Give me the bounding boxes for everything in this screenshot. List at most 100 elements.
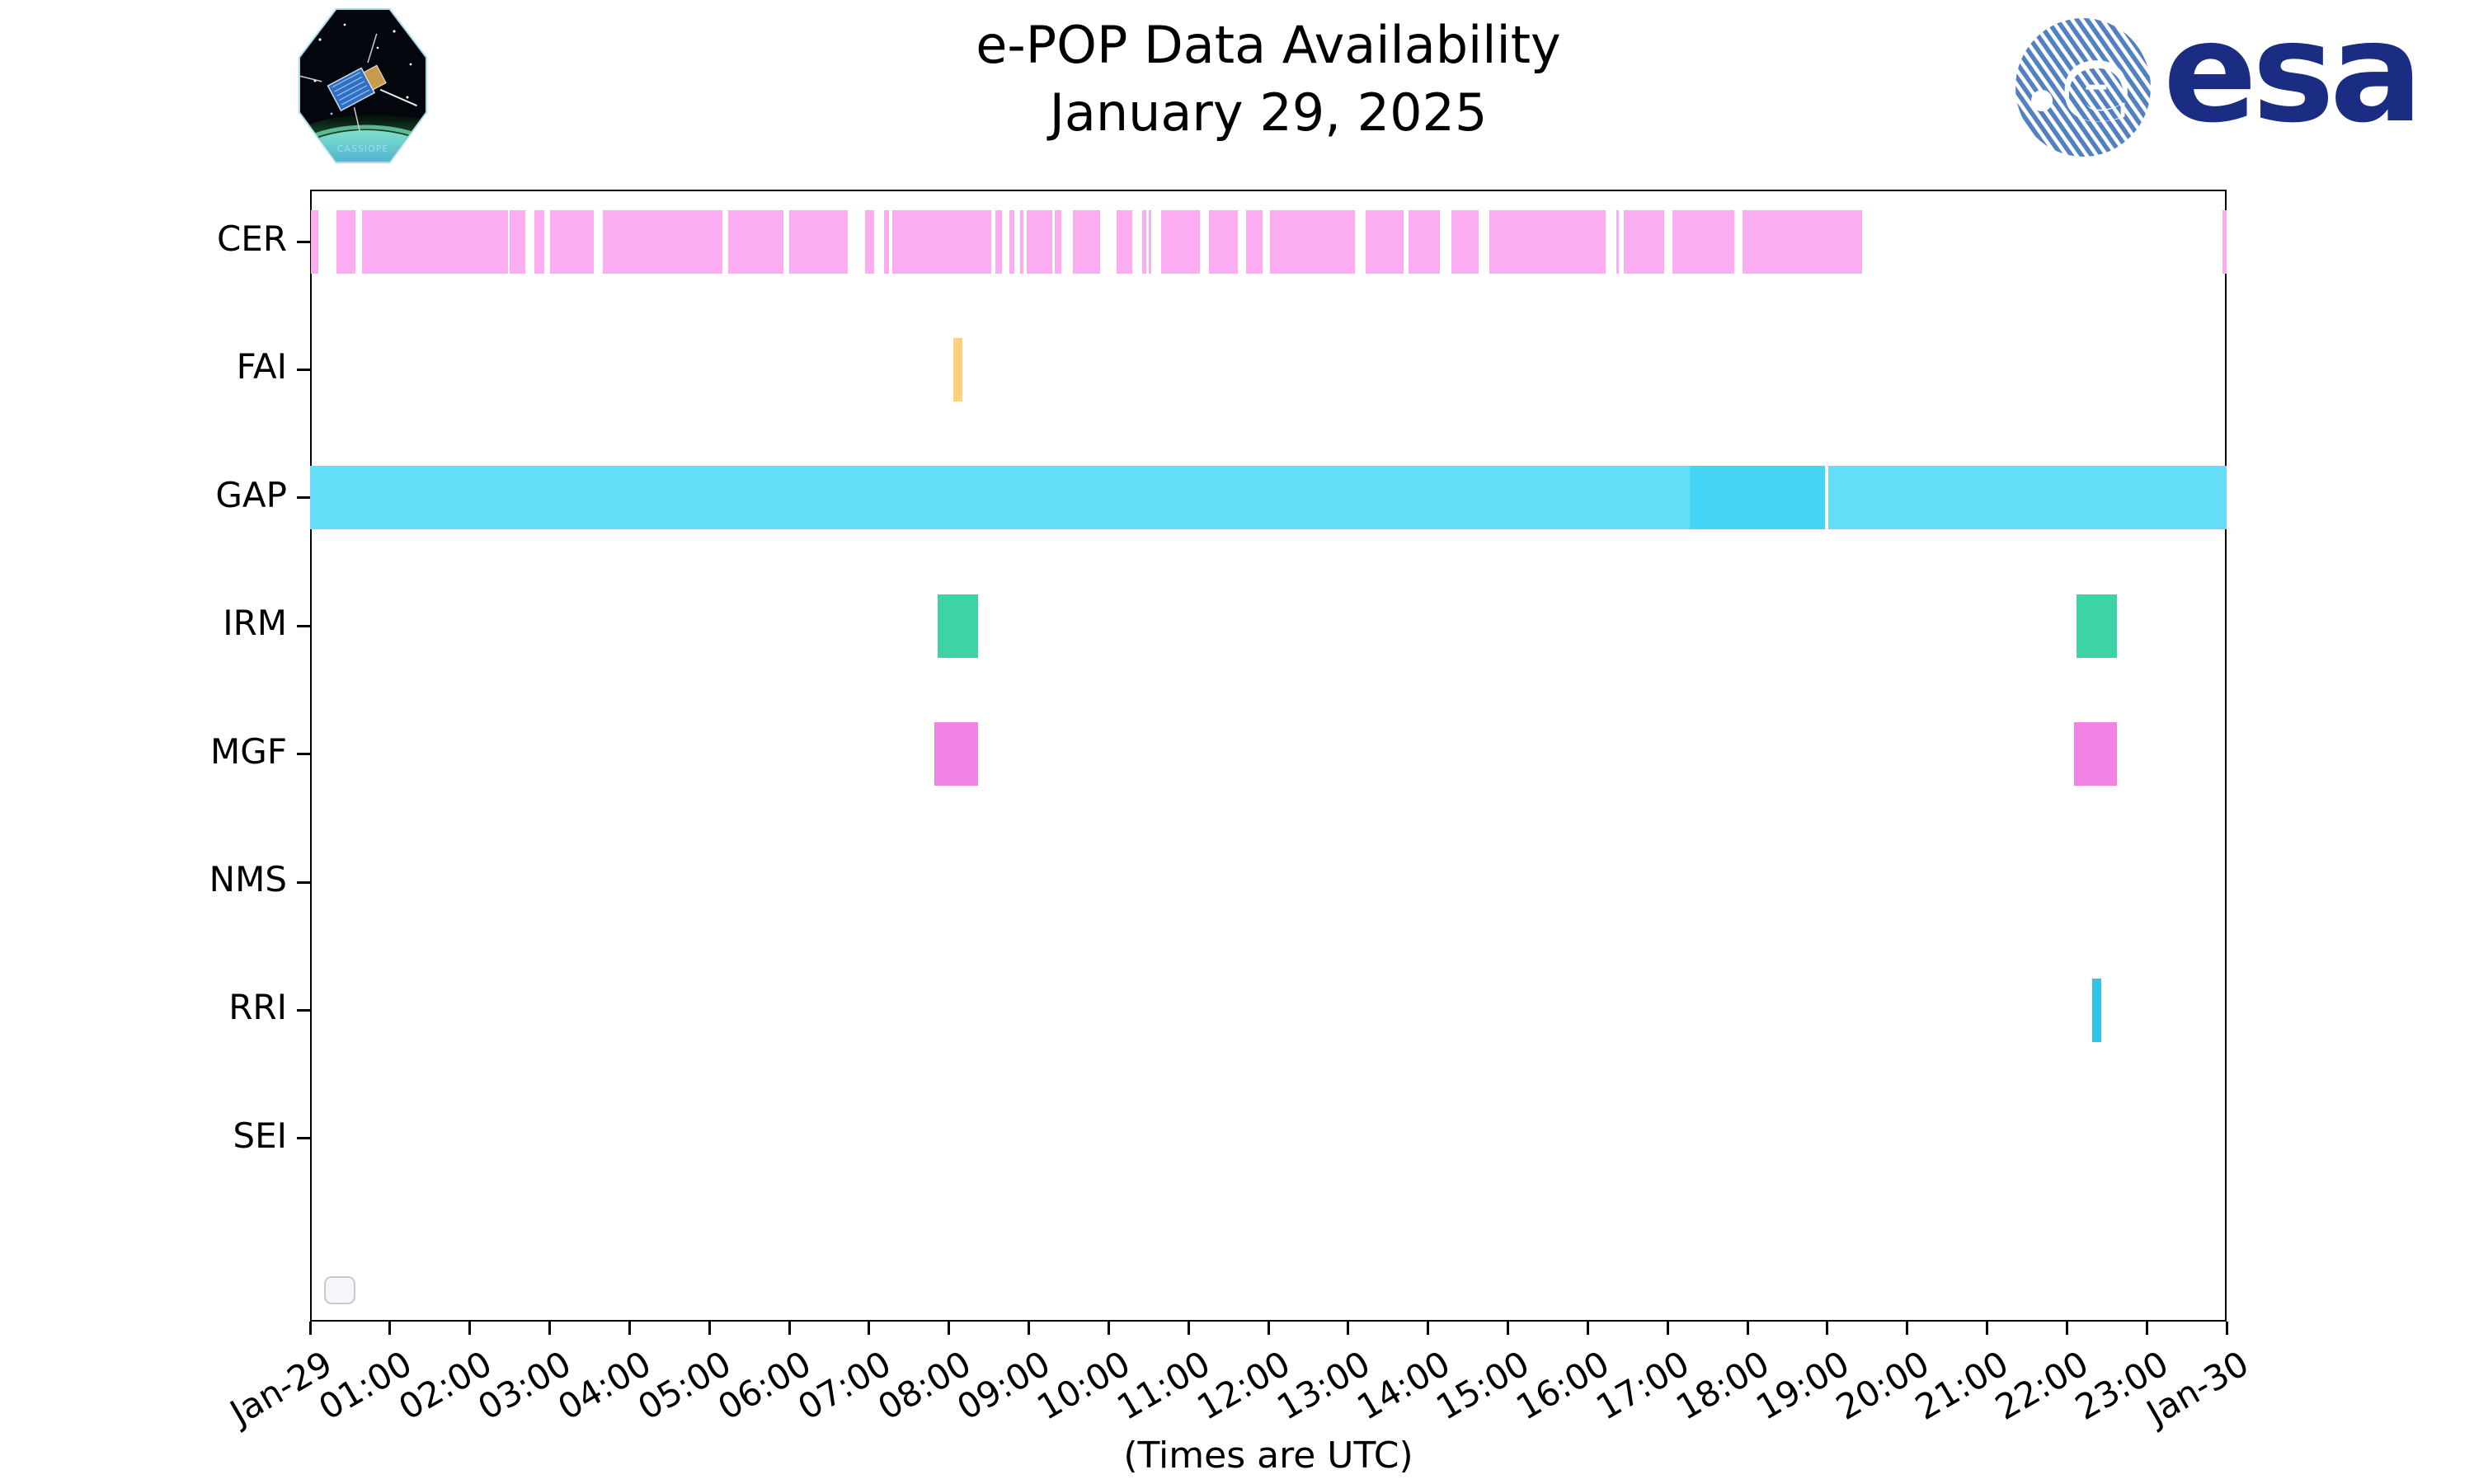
y-tick-label-mgf: MGF (210, 730, 287, 772)
cer-bar-segment (361, 209, 509, 274)
cer-bar-segment (728, 209, 784, 274)
y-tick-label-rri: RRI (228, 987, 287, 1028)
cer-bar-segment (995, 209, 1002, 274)
cer-bar-segment (310, 209, 318, 274)
chart-subtitle: January 29, 2025 (1049, 82, 1488, 143)
cassiope-mission-patch: CASSIOPE (295, 7, 430, 165)
x-tick (1586, 1322, 1589, 1335)
x-tick (1746, 1322, 1749, 1335)
x-tick (1666, 1322, 1669, 1335)
cer-bar-segment (336, 209, 356, 274)
irm-bar-segment (938, 594, 979, 658)
y-tick-label-gap: GAP (215, 474, 287, 515)
fai-bar-segment (953, 337, 963, 402)
x-tick (1826, 1322, 1829, 1335)
cer-bar-segment (789, 209, 848, 274)
x-axis-caption: (Times are UTC) (1123, 1435, 1413, 1477)
plot-border (310, 190, 2227, 1322)
cer-bar-segment (603, 209, 722, 274)
y-tick-label-irm: IRM (223, 603, 287, 644)
cer-bar-segment (1117, 209, 1133, 274)
x-tick-label: 06:00 (711, 1343, 818, 1428)
cer-bar-segment (1245, 209, 1263, 274)
y-tick (297, 753, 310, 756)
cassiope-patch-text: CASSIOPE (337, 143, 389, 154)
x-tick (468, 1322, 472, 1335)
x-tick-label: 12:00 (1190, 1343, 1297, 1428)
y-tick-label-fai: FAI (236, 346, 287, 387)
cer-bar-segment (1055, 209, 1062, 274)
x-tick (708, 1322, 711, 1335)
cer-bar-segment (1366, 209, 1404, 274)
x-tick-label: 13:00 (1269, 1343, 1377, 1428)
y-tick (297, 368, 310, 371)
cer-bar-segment (1019, 209, 1023, 274)
esa-wordmark: esa (2163, 0, 2423, 153)
x-tick (1028, 1322, 1030, 1335)
x-tick (788, 1322, 791, 1335)
cer-bar-segment (891, 209, 991, 274)
cer-bar-segment (1142, 209, 1146, 274)
cer-bar-segment (1072, 209, 1100, 274)
chart-header: e-POP Data Availability January 29, 2025 (976, 12, 1561, 147)
cer-bar-segment (864, 209, 874, 274)
x-tick (948, 1322, 951, 1335)
x-tick (1267, 1322, 1270, 1335)
x-tick (1986, 1322, 1988, 1335)
esa-globe-icon: e e (2015, 18, 2151, 157)
legend-box (324, 1276, 355, 1304)
cer-bar-segment (1269, 209, 1355, 274)
rri-bar-segment (2092, 978, 2101, 1042)
x-tick (1427, 1322, 1430, 1335)
gap-bar-segment (310, 466, 1691, 530)
esa-logo: e e esa (2011, 0, 2423, 159)
mgf-bar-segment (934, 722, 979, 787)
y-tick (297, 881, 310, 884)
cer-bar-segment (1743, 209, 1863, 274)
x-tick (308, 1322, 312, 1335)
cer-bar-segment (884, 209, 890, 274)
x-tick (548, 1322, 551, 1335)
x-tick (2225, 1322, 2228, 1335)
cer-bar-segment (1209, 209, 1239, 274)
x-tick (1507, 1322, 1509, 1335)
cer-bar-segment (1623, 209, 1665, 274)
cer-bar-segment (1009, 209, 1015, 274)
y-tick (297, 496, 310, 500)
x-tick (2065, 1322, 2068, 1335)
gap-bar-segment (1827, 466, 2227, 530)
x-tick (388, 1322, 392, 1335)
irm-bar-segment (2076, 594, 2118, 658)
cer-bar-segment (1616, 209, 1620, 274)
cer-bar-segment (1672, 209, 1735, 274)
x-tick-label: 18:00 (1669, 1343, 1776, 1428)
y-tick-label-nms: NMS (209, 859, 287, 899)
gap-bar-segment (1690, 466, 1825, 530)
svg-text:e: e (2060, 21, 2133, 146)
cer-bar-segment (1409, 209, 1441, 274)
x-tick-label: 07:00 (790, 1343, 898, 1428)
y-tick-label-cer: CER (216, 218, 287, 259)
x-tick (1906, 1322, 1909, 1335)
x-tick (1107, 1322, 1110, 1335)
x-tick (868, 1322, 871, 1335)
y-tick (297, 1137, 310, 1140)
y-tick (297, 1008, 310, 1012)
x-tick (2145, 1322, 2148, 1335)
x-tick (1187, 1322, 1190, 1335)
cer-bar-segment (1161, 209, 1200, 274)
cer-bar-segment (534, 209, 544, 274)
cer-bar-segment (1489, 209, 1606, 274)
mgf-bar-segment (2074, 722, 2118, 787)
cer-bar-segment (2222, 209, 2227, 274)
svg-text:e: e (2065, 35, 2128, 143)
chart-title: e-POP Data Availability (976, 15, 1561, 75)
cer-bar-segment (550, 209, 594, 274)
cassiope-patch-graphic: CASSIOPE (299, 8, 427, 163)
cer-bar-segment (1451, 209, 1479, 274)
x-tick-label: 19:00 (1748, 1343, 1856, 1428)
x-tick (1347, 1322, 1350, 1335)
cer-bar-segment (1148, 209, 1151, 274)
x-tick (628, 1322, 631, 1335)
